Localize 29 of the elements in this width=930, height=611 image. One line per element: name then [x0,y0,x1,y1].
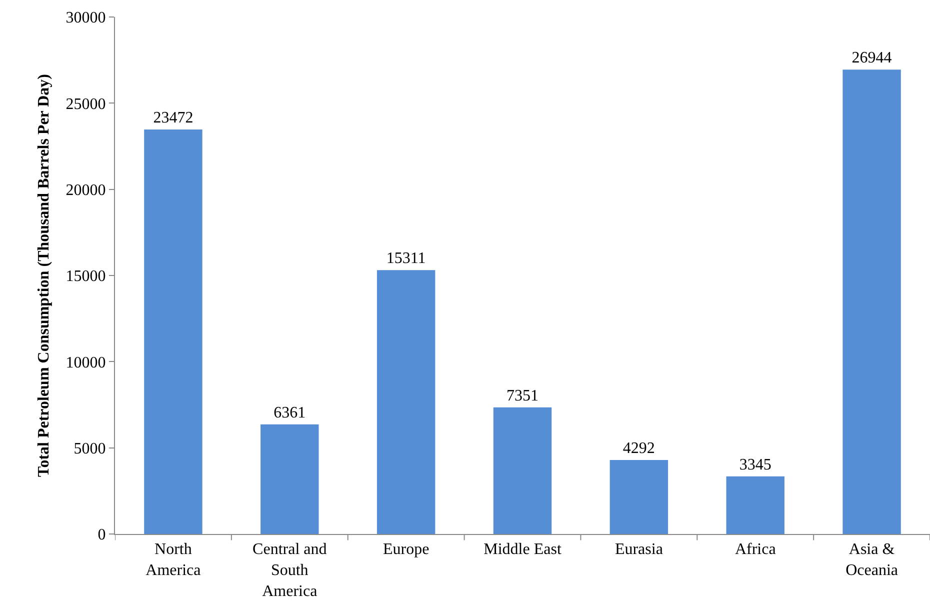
bar [493,407,552,534]
y-tick-label: 30000 [66,10,106,27]
data-label: 15311 [386,250,426,268]
x-tick-label: Eurasia [614,541,663,558]
data-label: 26944 [852,50,892,67]
x-tick-label: Africa [734,541,776,558]
data-label: 6361 [274,404,306,422]
bar [144,130,202,534]
x-tick-label: Middle East [484,541,562,558]
y-axis-title: Total Petroleum Consumption (Thousand Barrels Per Day) [36,74,53,477]
y-tick-label: 0 [98,526,106,544]
bar [260,424,319,534]
data-label: 7351 [506,387,538,404]
x-tick-label: North America [146,541,201,579]
y-tick-label: 15000 [66,268,106,286]
data-label: 4292 [622,440,655,458]
y-tick-label: 20000 [66,182,106,199]
bar [842,70,901,534]
data-label: 3345 [739,456,772,474]
x-tick-label: Central and South America [252,541,327,600]
x-tick-label: Asia & Oceania [846,541,898,579]
x-tick-label: Europe [382,541,430,558]
bar [376,270,436,534]
bar [610,460,668,534]
y-tick-label: 5000 [74,440,106,458]
bar [726,476,784,534]
data-label: 23472 [153,110,194,126]
y-tick-label: 10000 [66,354,106,372]
y-tick-label: 25000 [66,96,106,113]
